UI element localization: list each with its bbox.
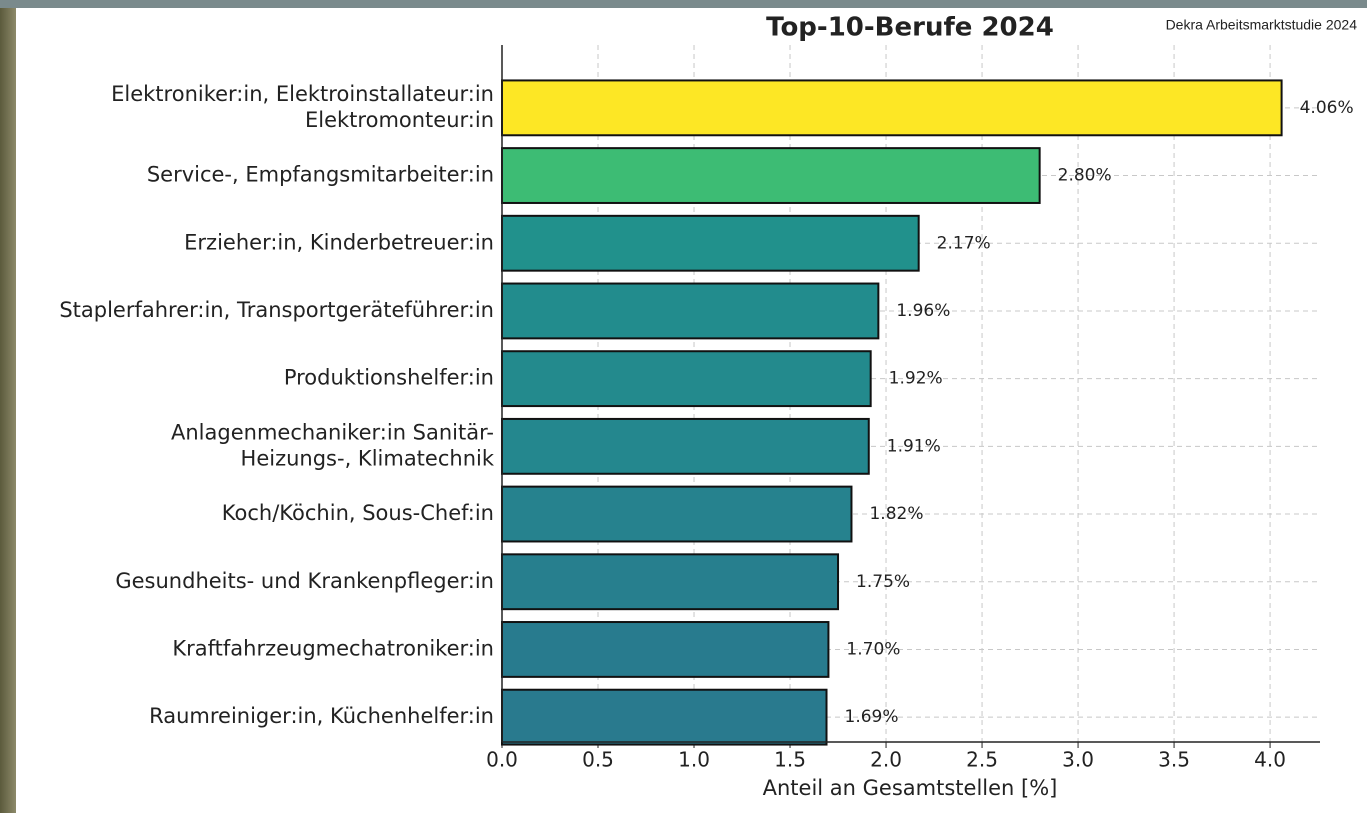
value-label: 1.82%: [869, 504, 923, 524]
x-tick-label: 0.0: [486, 748, 518, 772]
x-axis-label: Anteil an Gesamtstellen [%]: [763, 776, 1058, 800]
x-tick-label: 3.5: [1158, 748, 1190, 772]
x-tick-label: 0.5: [582, 748, 614, 772]
value-label: 1.92%: [889, 369, 943, 389]
y-tick-label: Erzieher:in, Kinderbetreuer:in: [184, 230, 494, 254]
bar: [502, 554, 838, 609]
bar: [502, 622, 828, 677]
value-label: 1.69%: [845, 707, 899, 727]
x-tick-label: 1.0: [678, 748, 710, 772]
value-label: 1.70%: [846, 639, 900, 659]
bar: [502, 487, 851, 542]
bar: [502, 351, 871, 406]
x-tick-label: 4.0: [1254, 748, 1286, 772]
bar: [502, 216, 919, 271]
value-label: 1.91%: [887, 436, 941, 456]
bar: [502, 284, 878, 339]
x-tick-label: 3.0: [1062, 748, 1094, 772]
y-tick-label: Koch/Köchin, Sous-Chef:in: [222, 501, 494, 525]
chart-title: Top-10-Berufe 2024: [766, 13, 1054, 43]
y-tick-label: Raumreiniger:in, Küchenhelfer:in: [149, 704, 494, 728]
x-tick-label: 2.0: [870, 748, 902, 772]
chart: Top-10-Berufe 2024 Dekra Arbeitsmarktstu…: [0, 0, 1367, 813]
bar: [502, 80, 1282, 135]
y-tick-label: Service-, Empfangsmitarbeiter:in: [147, 163, 494, 187]
bar: [502, 690, 827, 745]
x-tick-label: 2.5: [966, 748, 998, 772]
bar: [502, 419, 869, 474]
value-label: 1.75%: [856, 572, 910, 592]
y-tick-label: Produktionshelfer:in: [284, 366, 494, 390]
bar: [502, 148, 1040, 203]
source-note: Dekra Arbeitsmarktstudie 2024: [1166, 17, 1358, 33]
value-label: 2.80%: [1058, 166, 1112, 186]
value-label: 1.96%: [896, 301, 950, 321]
value-label: 4.06%: [1300, 98, 1354, 118]
x-tick-label: 1.5: [774, 748, 806, 772]
y-tick-label: Staplerfahrer:in, Transportgeräteführer:…: [59, 298, 494, 322]
value-label: 2.17%: [937, 233, 991, 253]
photo-edge: [0, 0, 16, 813]
y-tick-label: Kraftfahrzeugmechatroniker:in: [172, 636, 494, 660]
photo-edge: [0, 0, 1367, 8]
y-tick-label: Gesundheits- und Krankenpfleger:in: [115, 569, 494, 593]
